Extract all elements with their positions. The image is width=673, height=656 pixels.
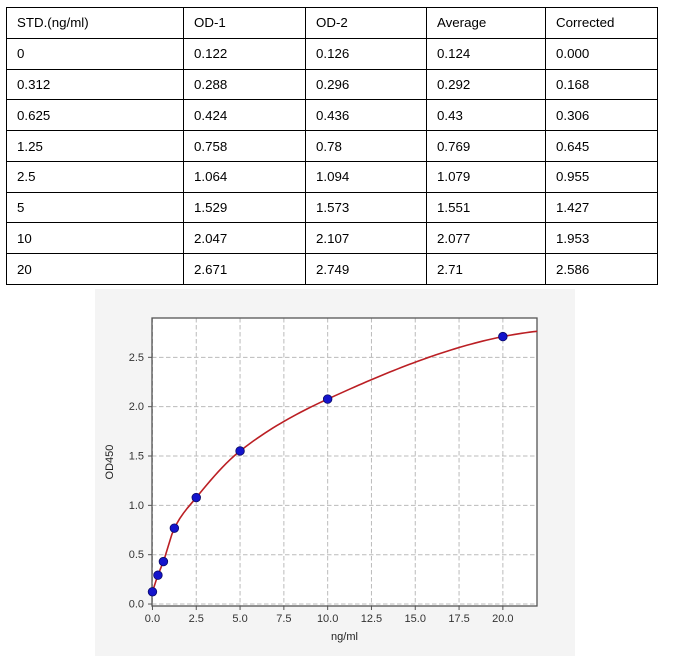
- svg-text:5.0: 5.0: [232, 613, 247, 625]
- svg-text:10.0: 10.0: [317, 613, 338, 625]
- svg-text:ng/ml: ng/ml: [331, 631, 358, 643]
- svg-text:1.5: 1.5: [129, 451, 144, 463]
- svg-text:15.0: 15.0: [405, 613, 426, 625]
- svg-text:12.5: 12.5: [361, 613, 382, 625]
- svg-text:0.0: 0.0: [145, 613, 160, 625]
- svg-text:1.0: 1.0: [129, 500, 144, 512]
- svg-text:17.5: 17.5: [448, 613, 469, 625]
- svg-text:20.0: 20.0: [492, 613, 513, 625]
- svg-text:2.5: 2.5: [189, 613, 204, 625]
- svg-text:OD450: OD450: [104, 445, 116, 480]
- svg-text:7.5: 7.5: [276, 613, 291, 625]
- svg-text:2.0: 2.0: [129, 401, 144, 413]
- svg-text:0.5: 0.5: [129, 549, 144, 561]
- svg-text:0.0: 0.0: [129, 599, 144, 611]
- svg-text:2.5: 2.5: [129, 352, 144, 364]
